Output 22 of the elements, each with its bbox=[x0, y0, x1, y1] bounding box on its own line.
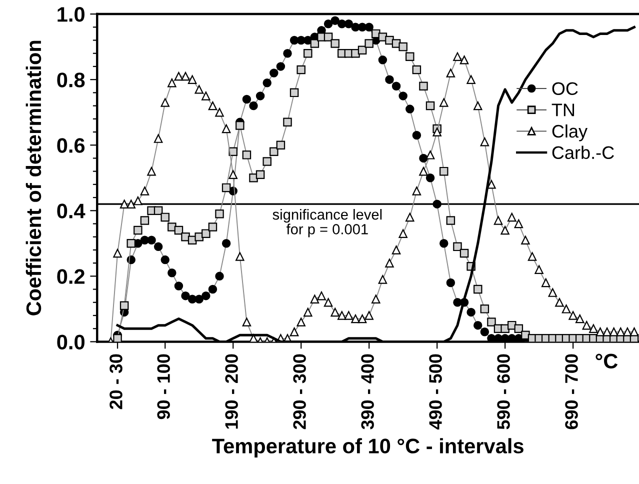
y-tick-label: 0.2 bbox=[57, 269, 84, 284]
legend-label: OC bbox=[552, 82, 578, 95]
x-tick-label: 690 - 700 bbox=[565, 354, 578, 430]
x-tick-label: 290 - 300 bbox=[293, 354, 306, 430]
x-tick-label: 90 - 100 bbox=[157, 354, 170, 420]
x-tick-label: 20 - 30 bbox=[110, 354, 122, 410]
y-tick-label: 0.8 bbox=[57, 72, 85, 88]
y-tick-label: 0.6 bbox=[57, 138, 85, 153]
y-tick-label: 0.4 bbox=[57, 204, 86, 218]
y-axis-title: Coefficient of determination bbox=[26, 40, 42, 316]
text: °C bbox=[596, 354, 618, 368]
legend-label: TN bbox=[552, 104, 574, 116]
x-tick-label: 190 - 200 bbox=[225, 354, 238, 429]
legend-label: Carb.-C bbox=[552, 146, 614, 160]
legend-label: Clay bbox=[552, 124, 588, 142]
x-axis-title: Temperature of 10 °C - intervals bbox=[212, 438, 524, 458]
annotation: significance level for p = 0.001 bbox=[272, 209, 382, 238]
y-tick-label: 0.0 bbox=[57, 334, 84, 350]
x-tick-label: 390 - 400 bbox=[361, 354, 374, 430]
x-tick-label: 490 - 500 bbox=[429, 354, 442, 430]
y-tick-label: 1.0 bbox=[58, 7, 84, 22]
x-tick-label: 590 - 600 bbox=[497, 354, 510, 430]
